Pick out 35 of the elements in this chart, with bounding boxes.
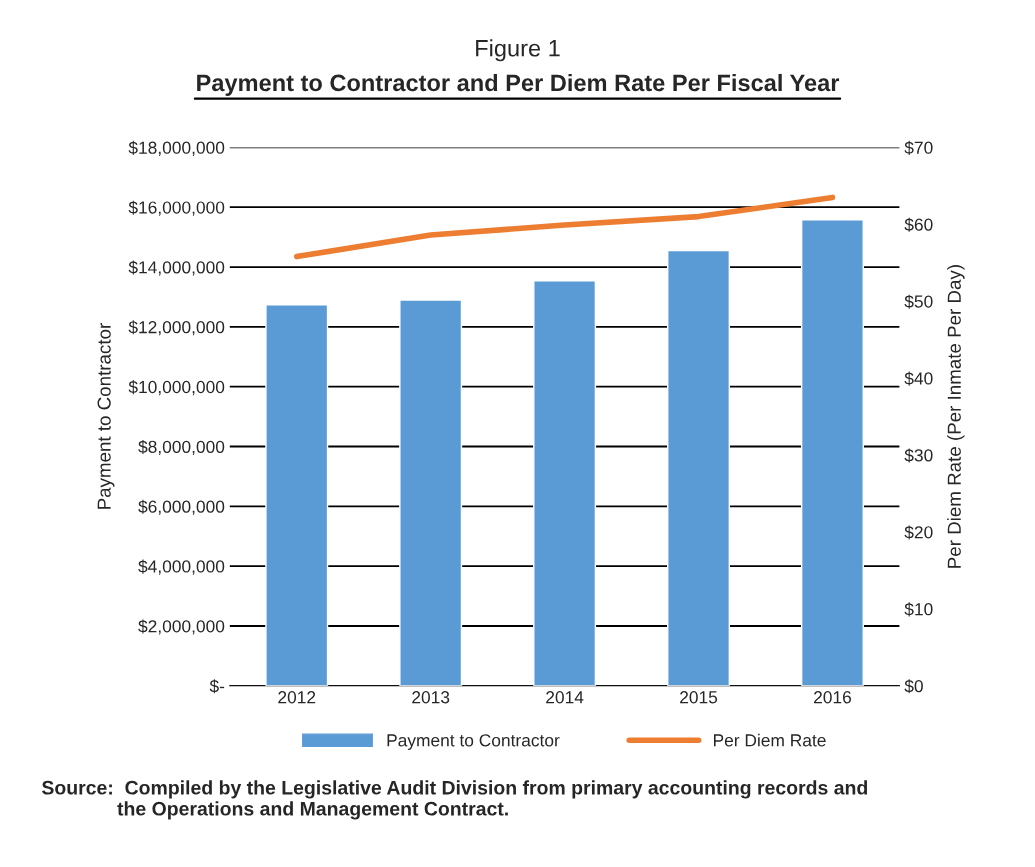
- y-tick-label: $4,000,000: [138, 559, 225, 575]
- y-tick-label: $14,000,000: [128, 260, 225, 276]
- y-tick-label: $8,000,000: [138, 439, 225, 456]
- y-tick-label: $-: [209, 679, 225, 694]
- bar: [399, 299, 463, 686]
- y-tick-label: $2,000,000: [138, 619, 225, 635]
- x-tick-label: 2015: [680, 691, 718, 704]
- x-tick-label: 2016: [814, 691, 851, 704]
- y-tick-label: $6,000,000: [138, 499, 225, 515]
- y-tick-label: $12,000,000: [128, 320, 225, 336]
- y-tick-label: $16,000,000: [128, 200, 225, 216]
- x-tick-label: 2013: [412, 691, 450, 704]
- x-tick-label: 2012: [278, 691, 316, 704]
- y2-tick-label: $70: [904, 140, 933, 155]
- y-tick-label: $10,000,000: [128, 380, 225, 396]
- y2-tick-label: $20: [904, 525, 933, 540]
- bar: [265, 304, 329, 686]
- chart-title: Figure 1: [476, 39, 560, 62]
- legend-label: Per Diem Rate: [713, 733, 826, 747]
- bar: [800, 219, 864, 686]
- y-axis-title: Payment to Contractor: [97, 323, 115, 509]
- y2-tick-label: $0: [904, 679, 923, 694]
- y-tick-label: $18,000,000: [128, 140, 225, 156]
- y2-tick-label: $50: [904, 294, 933, 309]
- source-note: Source: Compiled by the Legislative Audit Division from primary accounting records and the Operations and Management Contract.: [41, 780, 868, 820]
- y2-axis-title: Per Diem Rate (Per Inmate Per Day): [947, 265, 965, 568]
- y2-tick-label: $60: [904, 217, 933, 232]
- y2-tick-label: $10: [904, 602, 933, 617]
- y2-tick-label: $40: [904, 371, 933, 386]
- chart-subtitle: Payment to Contractor and Per Diem Rate Per Fiscal Year: [197, 73, 840, 96]
- legend-label: Payment to Contractor: [387, 734, 560, 750]
- x-tick-label: 2014: [546, 691, 584, 704]
- bar: [533, 280, 597, 686]
- y2-tick-label: $30: [904, 448, 933, 463]
- bar: [667, 249, 731, 686]
